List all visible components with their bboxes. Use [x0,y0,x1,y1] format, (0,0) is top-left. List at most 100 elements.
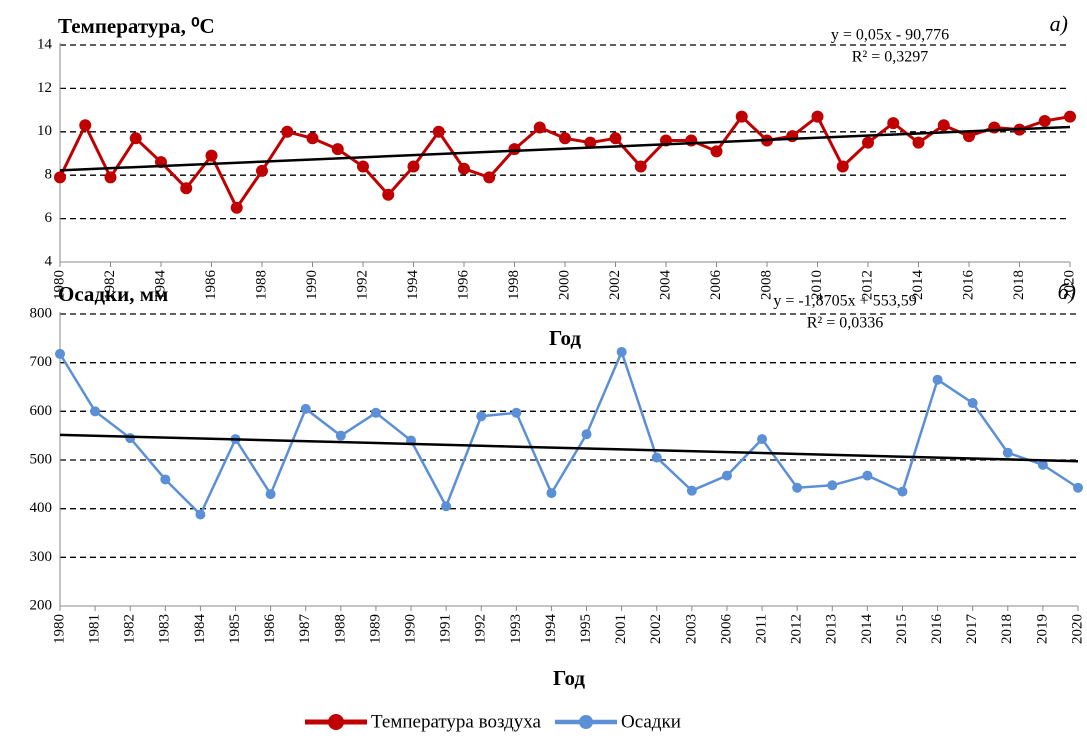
x-tick-label: 1998 [506,270,522,300]
x-tick-label: 1993 [508,614,524,644]
x-tick-label: 2018 [999,614,1015,644]
data-point [1038,114,1051,127]
data-point [205,149,218,162]
x-tick-label: 2002 [607,270,623,300]
y-tick-label: 700 [30,354,53,370]
data-point [792,482,803,493]
legend-label: Температура воздуха [371,711,542,732]
data-point [129,132,142,145]
data-point [912,136,925,149]
data-point [331,143,344,156]
x-tick-label: 2011 [754,614,770,643]
data-point [230,201,243,214]
data-point [581,429,592,440]
data-point [757,434,768,445]
data-point [54,171,66,184]
panel-label: а) [1050,11,1068,36]
x-tick-label: 2018 [1011,270,1027,300]
x-axis-label: Год [553,666,585,690]
data-point [160,474,171,485]
data-point [686,485,697,496]
data-point [335,430,346,441]
trend-equation: y = -1,8705x + 553,59 [773,293,916,310]
data-point [1002,447,1013,458]
data-point [937,119,950,132]
x-tick-label: 2016 [929,614,945,645]
data-point [887,117,900,130]
y-tick-label: 800 [30,305,53,321]
x-tick-label: 1994 [405,270,421,301]
data-point [104,171,117,184]
data-point [963,130,975,143]
data-point [256,164,268,177]
data-point [967,398,978,409]
data-point [651,452,662,463]
data-point [511,407,522,418]
data-point [616,346,627,357]
data-point [281,125,294,138]
y-tick-label: 200 [30,597,53,613]
data-point [441,501,452,512]
data-point [1064,110,1076,123]
data-point [382,188,395,201]
data-point [988,121,1001,134]
data-point [862,470,873,481]
x-tick-label: 1982 [102,270,118,300]
data-point [370,407,381,418]
legend-marker [578,715,593,729]
x-tick-label: 2014 [859,614,875,645]
x-tick-label: 1980 [51,614,67,644]
data-point [897,486,908,497]
data-point [811,110,824,123]
x-tick-label: 2020 [1061,270,1077,300]
chart-title: Осадки, мм [58,282,168,306]
data-point [306,132,319,145]
y-tick-label: 500 [30,451,53,467]
x-tick-label: 2012 [859,270,875,300]
data-point [710,145,723,158]
x-tick-label: 1995 [578,614,594,644]
x-tick-label: 1981 [87,614,103,644]
x-tick-label: 2016 [960,270,976,301]
x-tick-label: 1990 [402,614,418,644]
trendline [59,125,1071,172]
panel-label: б) [1058,279,1076,304]
x-tick-label: 2010 [809,270,825,300]
x-tick-label: 2003 [683,614,699,644]
x-tick-label: 1980 [51,270,67,300]
y-tick-label: 14 [37,36,53,52]
series-line [58,348,1079,517]
x-tick-label: 1994 [543,614,559,645]
data-point [546,488,557,499]
data-point [533,121,546,134]
data-point [265,489,276,500]
data-point [836,160,849,173]
data-point [721,470,732,481]
trend-r-squared: R² = 0,3297 [852,49,929,66]
legend-marker [328,714,344,730]
data-point [407,160,420,173]
x-tick-label: 1985 [227,614,243,644]
y-tick-label: 600 [30,403,53,419]
x-tick-label: 1992 [473,614,489,644]
x-tick-label: 2008 [758,270,774,300]
x-tick-label: 1988 [332,614,348,644]
x-axis-label: Год [549,326,581,350]
data-point [827,480,838,491]
x-tick-label: 1991 [438,614,454,644]
data-point [55,348,65,359]
x-tick-label: 1986 [262,614,278,645]
y-tick-label: 8 [45,167,53,183]
x-tick-label: 1983 [157,614,173,644]
x-tick-label: 2000 [556,270,572,300]
x-tick-label: 1989 [367,614,383,644]
x-tick-label: 2019 [1034,614,1050,644]
x-tick-label: 2002 [648,614,664,644]
y-tick-label: 4 [45,253,53,269]
series-line [58,114,1071,211]
y-tick-label: 300 [30,549,53,565]
y-tick-label: 6 [45,210,53,226]
data-point [932,374,943,385]
data-point [584,136,597,149]
